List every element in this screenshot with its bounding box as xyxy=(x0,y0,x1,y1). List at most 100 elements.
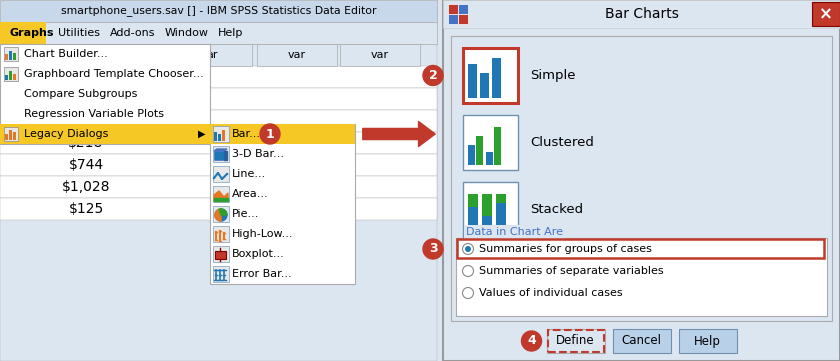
Bar xyxy=(5,134,8,140)
Bar xyxy=(172,44,252,66)
Circle shape xyxy=(260,124,280,144)
Bar xyxy=(494,127,501,165)
Bar xyxy=(443,0,840,361)
Text: ar: ar xyxy=(207,50,218,60)
Bar xyxy=(5,75,8,80)
Text: Pie...: Pie... xyxy=(232,209,260,219)
Text: Simple: Simple xyxy=(530,69,575,82)
Bar xyxy=(0,198,437,220)
Bar xyxy=(210,124,355,284)
FancyArrowPatch shape xyxy=(363,122,435,147)
Text: 3-D Bar...: 3-D Bar... xyxy=(232,149,284,159)
Text: Boxplot...: Boxplot... xyxy=(232,249,285,259)
Text: Bar Charts: Bar Charts xyxy=(605,7,679,21)
Text: 1: 1 xyxy=(265,127,275,140)
Bar xyxy=(4,67,18,81)
Text: Help: Help xyxy=(694,335,721,348)
Polygon shape xyxy=(214,198,228,201)
Bar xyxy=(4,47,18,61)
Bar xyxy=(213,246,229,262)
Bar xyxy=(13,74,16,80)
Bar xyxy=(812,2,840,26)
Text: $125: $125 xyxy=(68,202,103,216)
Text: Area...: Area... xyxy=(232,189,269,199)
Bar xyxy=(463,48,518,103)
Text: Legacy Dialogs: Legacy Dialogs xyxy=(24,129,108,139)
Text: 3: 3 xyxy=(428,243,438,256)
Bar xyxy=(0,22,46,44)
Circle shape xyxy=(463,265,474,277)
Bar xyxy=(226,173,228,175)
Bar xyxy=(458,14,468,24)
Bar xyxy=(213,166,229,182)
Text: $744: $744 xyxy=(68,158,103,172)
Bar xyxy=(221,178,223,180)
Bar xyxy=(213,126,229,142)
Text: Bar...: Bar... xyxy=(232,129,261,139)
Polygon shape xyxy=(215,209,221,221)
Bar xyxy=(0,0,437,361)
Text: Stacked: Stacked xyxy=(530,203,583,216)
Text: smartphone_users.sav [] - IBM SPSS Statistics Data Editor: smartphone_users.sav [] - IBM SPSS Stati… xyxy=(60,5,376,17)
Text: Compare Subgroups: Compare Subgroups xyxy=(24,89,138,99)
Bar xyxy=(476,136,483,165)
Text: Summaries of separate variables: Summaries of separate variables xyxy=(479,266,664,276)
Bar xyxy=(0,44,172,66)
Text: Line...: Line... xyxy=(232,169,266,179)
Bar xyxy=(468,207,478,232)
Bar xyxy=(257,44,337,66)
Bar xyxy=(496,203,506,232)
Text: var: var xyxy=(371,50,389,60)
Bar xyxy=(547,329,605,353)
Text: Window: Window xyxy=(165,28,209,38)
Bar xyxy=(458,4,468,14)
Bar xyxy=(214,132,217,141)
Text: Error Bar...: Error Bar... xyxy=(232,269,291,279)
Bar xyxy=(0,22,437,44)
Bar xyxy=(456,238,827,316)
Text: 2: 2 xyxy=(428,69,438,82)
Bar xyxy=(215,251,226,259)
Bar xyxy=(5,54,8,60)
Bar xyxy=(482,194,492,216)
Text: Graphs: Graphs xyxy=(10,28,55,38)
Bar xyxy=(0,110,437,132)
Bar xyxy=(443,0,840,28)
Bar xyxy=(0,66,437,88)
Circle shape xyxy=(423,65,443,86)
Text: ×: × xyxy=(819,5,833,23)
Text: 4: 4 xyxy=(528,335,536,348)
Bar xyxy=(0,44,210,144)
Circle shape xyxy=(463,287,474,299)
Text: Define: Define xyxy=(556,335,595,348)
Text: Values of individual cases: Values of individual cases xyxy=(479,288,622,298)
Circle shape xyxy=(423,239,443,259)
Text: Summaries for groups of cases: Summaries for groups of cases xyxy=(479,244,652,254)
Bar xyxy=(457,239,824,258)
Bar xyxy=(213,226,229,242)
Bar xyxy=(0,154,437,176)
Bar xyxy=(9,71,12,80)
Bar xyxy=(214,151,227,160)
Text: Cancel: Cancel xyxy=(622,335,662,348)
Bar xyxy=(9,51,12,60)
Bar xyxy=(0,0,437,22)
Bar xyxy=(13,132,16,140)
Bar xyxy=(210,124,355,144)
Bar xyxy=(13,53,16,60)
Bar xyxy=(482,216,492,232)
Bar xyxy=(548,330,603,352)
Bar xyxy=(213,186,229,202)
Bar xyxy=(463,182,518,237)
Bar xyxy=(218,134,221,141)
Bar xyxy=(0,44,437,361)
Bar xyxy=(213,266,229,282)
Bar xyxy=(9,130,12,140)
Bar xyxy=(0,176,437,198)
Text: Chart Builder...: Chart Builder... xyxy=(24,49,108,59)
Bar xyxy=(612,329,670,353)
Text: Utilities: Utilities xyxy=(58,28,100,38)
Bar xyxy=(222,130,225,141)
Text: var: var xyxy=(288,50,306,60)
Circle shape xyxy=(522,331,542,351)
